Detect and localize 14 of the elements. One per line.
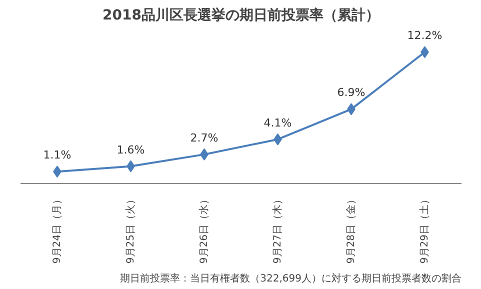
- x-tick-label: 9月25日（火）: [124, 194, 136, 264]
- data-label: 6.9%: [337, 86, 366, 100]
- data-label: 2.7%: [190, 131, 218, 144]
- x-tick-label: 9月24日（月）: [52, 194, 63, 264]
- data-label: 1.1%: [43, 148, 72, 162]
- data-label: 1.6%: [116, 143, 145, 156]
- text: 期日前投票率：当日有権者数（322,699人）に対する期日前投票者数の割合: [120, 272, 462, 284]
- x-tick-label: 9月29日（土）: [418, 194, 430, 264]
- chart-title: 2018品川区長選挙の期日前投票率（累計）: [102, 6, 380, 24]
- x-tick-label: 9月27日（木）: [271, 194, 284, 264]
- data-label: 12.2%: [407, 29, 442, 42]
- data-label: 4.1%: [264, 116, 292, 130]
- x-tick-label: 9月26日（水）: [198, 194, 210, 264]
- x-tick-label: 9月28日（金）: [344, 194, 357, 264]
